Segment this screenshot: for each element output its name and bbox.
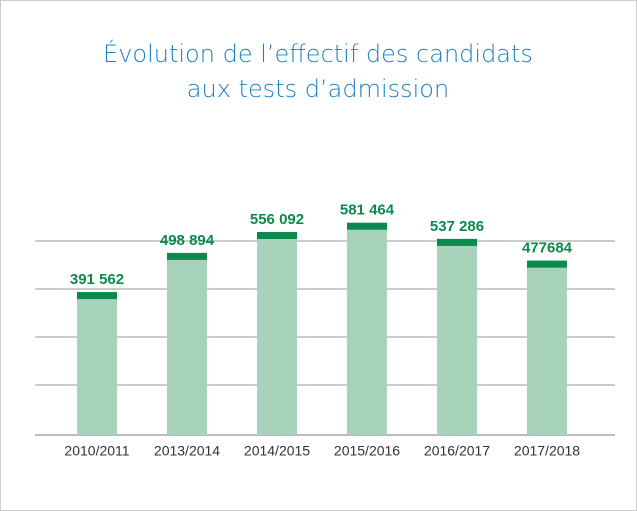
- value-label: 581 464: [340, 202, 395, 219]
- bar: [77, 292, 117, 435]
- bar: [167, 252, 207, 435]
- chart-title: Évolution de l’effectif des candidats: [103, 39, 533, 68]
- value-label: 477684: [522, 240, 573, 257]
- value-label: 556 092: [250, 211, 304, 228]
- x-tick-label: 2016/2017: [424, 443, 490, 459]
- x-tick-label: 2017/2018: [514, 443, 580, 459]
- bar: [527, 260, 567, 435]
- bar-cap: [527, 260, 567, 268]
- bar: [437, 238, 477, 435]
- value-label: 498 894: [160, 232, 215, 249]
- bar-cap: [77, 292, 117, 300]
- value-label: 537 286: [430, 218, 484, 235]
- x-tick-label: 2015/2016: [334, 443, 400, 459]
- bar: [347, 222, 387, 435]
- bar-cap: [257, 232, 297, 240]
- x-tick-label: 2013/2014: [154, 443, 220, 459]
- bar-cap: [167, 252, 207, 260]
- bar: [257, 232, 297, 435]
- x-tick-label: 2014/2015: [244, 443, 310, 459]
- value-label: 391 562: [70, 271, 124, 288]
- x-tick-label: 2010/2011: [64, 443, 129, 459]
- grid: [35, 240, 615, 386]
- chart-title: aux tests d’admission: [187, 75, 449, 103]
- bar-cap: [347, 222, 387, 230]
- bar-cap: [437, 238, 477, 246]
